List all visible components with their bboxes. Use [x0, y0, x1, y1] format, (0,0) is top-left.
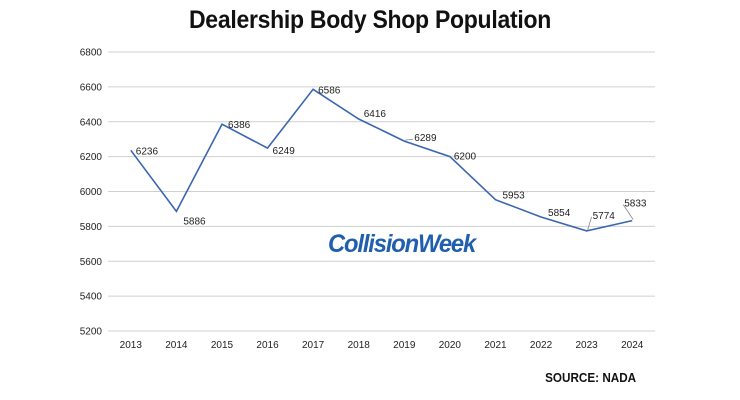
- data-label: 6200: [454, 152, 477, 163]
- label-leader-line: [587, 216, 593, 231]
- x-tick-label: 2022: [530, 340, 553, 351]
- data-label: 5854: [548, 208, 571, 219]
- series-layer: [130, 88, 633, 232]
- data-label: 5774: [593, 211, 616, 222]
- data-label: 6249: [273, 146, 296, 157]
- x-axis: 2013 2014 2015 2016 2017 2018 2019 2020 2021 2022…: [120, 340, 644, 351]
- label-leader-line: [622, 204, 634, 220]
- y-tick-label: 6200: [80, 152, 103, 163]
- data-label: 6289: [414, 133, 437, 144]
- data-label: 6416: [364, 109, 387, 120]
- y-tick-label: 5600: [80, 257, 103, 268]
- label-leader-line: [405, 138, 414, 141]
- x-tick-label: 2020: [439, 340, 462, 351]
- y-tick-label: 5200: [80, 327, 103, 338]
- x-tick-label: 2023: [576, 340, 599, 351]
- x-tick-label: 2019: [393, 340, 416, 351]
- x-tick-label: 2021: [484, 340, 507, 351]
- y-tick-label: 5800: [80, 222, 103, 233]
- gridlines: [108, 51, 655, 332]
- x-tick-label: 2018: [348, 340, 371, 351]
- y-tick-label: 6400: [80, 117, 103, 128]
- x-tick-label: 2024: [621, 340, 644, 351]
- data-label: 6386: [228, 120, 251, 131]
- x-tick-label: 2015: [211, 340, 234, 351]
- chart-title: Dealership Body Shop Population: [188, 6, 552, 34]
- data-label: 6236: [136, 146, 159, 157]
- data-label: 5953: [502, 191, 525, 202]
- collisionweek-logo: CollisionWeek: [328, 230, 476, 258]
- data-label: 6586: [318, 85, 341, 96]
- series-line: [130, 88, 633, 232]
- x-tick-label: 2016: [256, 340, 279, 351]
- y-tick-label: 6600: [80, 82, 103, 93]
- data-label: 5833: [624, 199, 647, 210]
- source-note: SOURCE: NADA: [544, 370, 636, 385]
- x-tick-label: 2017: [302, 340, 325, 351]
- data-labels: 6236 5886 6386 6249 6586 6416 6289 6200 5953 5854…: [136, 85, 647, 231]
- y-tick-label: 6000: [80, 187, 103, 198]
- y-tick-label: 5400: [80, 292, 103, 303]
- x-tick-label: 2014: [165, 340, 188, 351]
- data-label: 5886: [183, 216, 206, 227]
- y-axis: 5200 5400 5600 5800 6000 6200 6400 6600 6800: [80, 48, 103, 338]
- y-tick-label: 6800: [80, 48, 103, 59]
- x-tick-label: 2013: [120, 340, 143, 351]
